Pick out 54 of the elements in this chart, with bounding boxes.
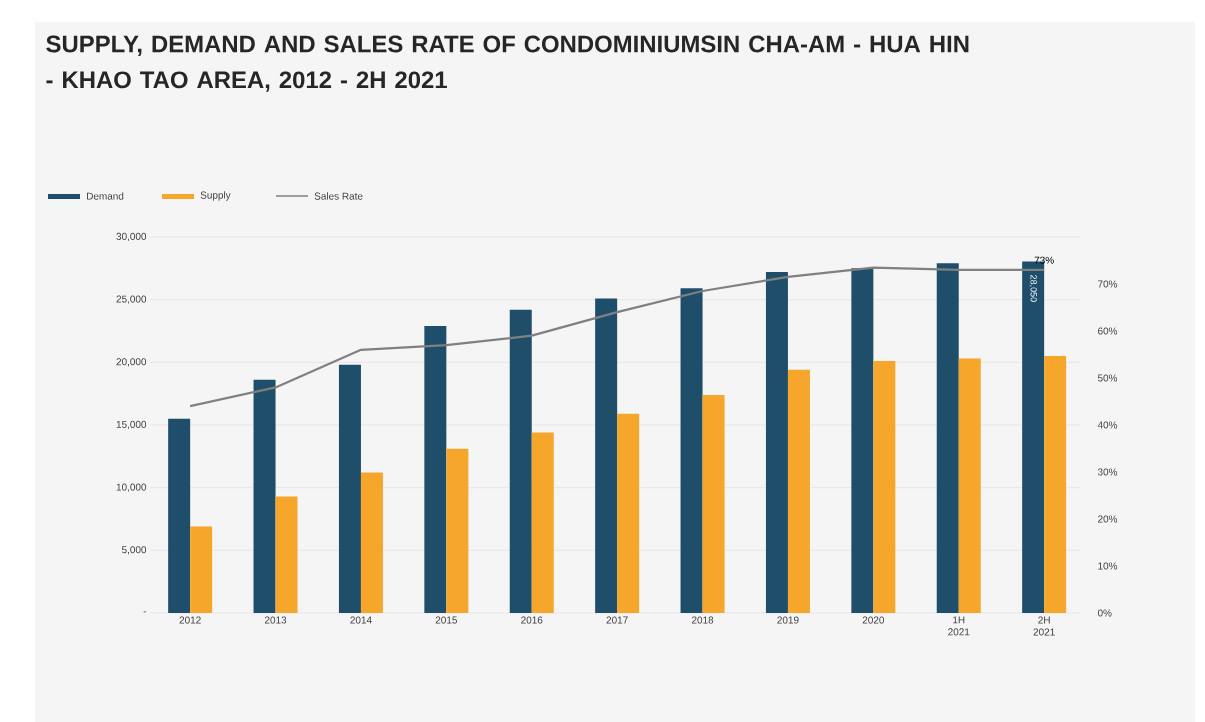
x-tick-label: 2016	[521, 616, 543, 624]
bar	[765, 272, 788, 613]
y2-tick-label: 60%	[1098, 327, 1118, 335]
bar	[360, 472, 383, 613]
bar	[680, 288, 703, 613]
bar	[787, 369, 810, 613]
y2-tick-label: 70%	[1098, 280, 1118, 288]
legend-label: Supply	[200, 191, 231, 201]
x-tick-label: 2015	[435, 616, 458, 624]
y2-tick-label: 30%	[1097, 468, 1118, 476]
x-tick-label: 2013	[264, 616, 287, 624]
bar	[168, 418, 191, 613]
x-tick-label: 2019	[777, 616, 799, 624]
legend-label: Sales Rate	[314, 192, 363, 200]
bar	[702, 394, 725, 613]
bar	[424, 325, 447, 613]
x-tick-label: 2017	[606, 616, 628, 624]
bar	[595, 298, 618, 613]
bar	[617, 413, 640, 613]
legend-label: Demand	[87, 192, 124, 200]
bar	[253, 379, 276, 613]
data-label: 28,050	[1029, 275, 1037, 302]
x-tick-label: 2020	[862, 616, 885, 624]
x-tick-label: 2H 2021	[1033, 616, 1055, 636]
y-tick-label: 30,000	[116, 232, 147, 242]
bar	[275, 496, 298, 613]
line-series	[189, 266, 1046, 408]
y2-tick-label: 20%	[1098, 515, 1118, 523]
y-tick-label: 15,000	[116, 420, 147, 430]
data-label: 73%	[1034, 256, 1054, 264]
bar	[190, 526, 213, 613]
y-tick-label: 10,000	[116, 483, 147, 492]
bar	[531, 432, 554, 613]
chart-title: SUPPLY, DEMAND AND SALES RATE OF CONDOMINIUMSIN CHA-AM - HUA HIN - KHAO TAO AREA, 2012 - 2H 2021	[46, 35, 969, 92]
y2-tick-label: 0%	[1097, 609, 1112, 617]
y2-tick-label: 10%	[1098, 562, 1118, 570]
y2-tick-label: 40%	[1097, 421, 1118, 429]
bar	[1044, 356, 1067, 613]
bar	[936, 263, 959, 613]
x-tick-label: 2018	[691, 616, 714, 624]
y2-tick-label: 50%	[1097, 374, 1118, 382]
y-tick-label: 25,000	[116, 295, 147, 304]
x-tick-label: 2014	[350, 616, 372, 624]
bar	[446, 448, 469, 613]
bar	[338, 364, 361, 613]
bar	[873, 361, 896, 613]
y-tick-label: 5,000	[121, 546, 147, 555]
x-tick-label: 2012	[179, 616, 201, 624]
y-tick-label: 20,000	[116, 358, 147, 367]
bar	[851, 268, 874, 613]
bar	[958, 358, 981, 613]
bar	[509, 309, 532, 613]
y-tick-label: -	[143, 611, 147, 613]
x-tick-label: 1H 2021	[948, 616, 970, 636]
